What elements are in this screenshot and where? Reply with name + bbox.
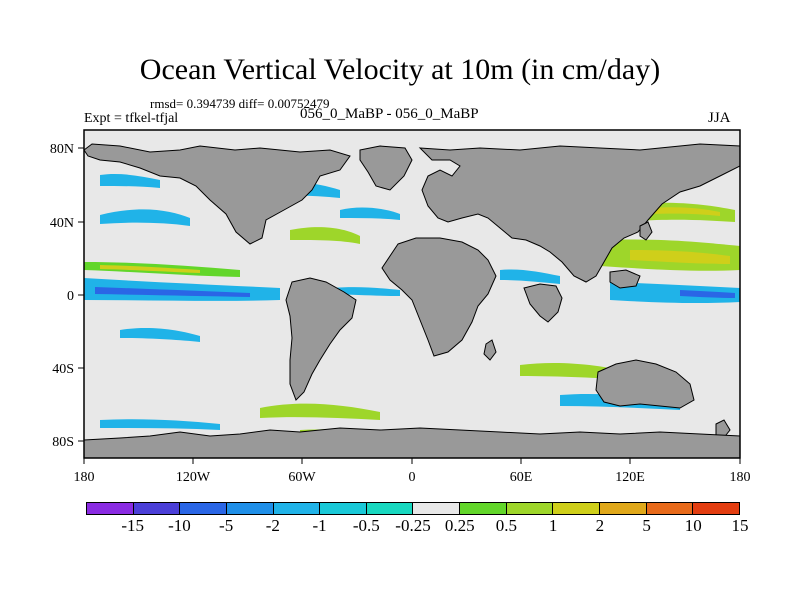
western-pacific-core <box>680 290 735 298</box>
colorbar-box <box>600 503 647 514</box>
arctic-upwelling <box>100 173 160 188</box>
colorbar-box <box>366 503 414 514</box>
north-pacific-downwelling-core <box>650 207 720 216</box>
colorbar-box <box>320 503 367 514</box>
colorbar-label: 15 <box>731 516 749 535</box>
japan <box>639 221 653 241</box>
colorbar-label: 10 <box>684 516 702 535</box>
eurasia <box>418 143 741 283</box>
colorbar-label: 1 <box>548 516 558 535</box>
arabian-sea-upwelling <box>500 269 560 284</box>
x-tick-label: 180 <box>730 470 751 485</box>
colorbar-label: -0.25 <box>395 516 431 535</box>
x-tick-label: 0 <box>409 470 416 485</box>
colorbar-label: -5 <box>219 516 234 535</box>
india-southeast-asia <box>523 283 563 323</box>
western-pacific-upwelling <box>610 282 740 304</box>
north-atlantic-upwelling <box>340 207 400 220</box>
colorbar-label: 0.5 <box>495 516 518 535</box>
colorbar-label: -2 <box>265 516 280 535</box>
africa <box>381 237 497 357</box>
greenland <box>359 145 413 191</box>
colorbar-box <box>413 503 461 514</box>
experiment-label: Expt = tfkel-tfjal <box>84 111 179 126</box>
antarctica <box>83 427 741 459</box>
colorbar-box <box>460 503 507 514</box>
y-tick-label: 80S <box>52 435 74 450</box>
colorbar-box <box>180 503 227 514</box>
australia <box>595 359 695 409</box>
colorbar-label: 0.25 <box>444 516 475 535</box>
south-america <box>285 277 357 401</box>
north-pacific-upwelling <box>100 209 190 226</box>
colorbar-box <box>693 503 739 514</box>
colorbar-box <box>553 503 601 514</box>
colorbar-box <box>87 503 134 514</box>
y-tick-label: 0 <box>67 289 74 304</box>
y-tick-label: 80N <box>50 142 74 157</box>
colorbar-label: -15 <box>121 516 145 535</box>
southern-pacific-upwelling <box>120 327 200 342</box>
colorbar-label: 2 <box>595 516 605 535</box>
equatorial-pacific-downwelling-core <box>100 265 200 273</box>
colorbar-box <box>133 503 181 514</box>
rmsd-diff-stats: rmsd= 0.394739 diff= 0.00752479 <box>150 96 330 111</box>
colorbar <box>86 502 740 515</box>
southern-ocean-downwelling <box>260 403 380 420</box>
antarctic-margin-upwelling <box>100 419 220 430</box>
west-pacific-downwelling-core <box>630 250 730 264</box>
x-axis-labels: 180 120W 60W 0 60E 120E 180 <box>74 470 751 485</box>
colorbar-label: -10 <box>168 516 191 535</box>
y-tick-label: 40S <box>52 362 74 377</box>
axis-ticks <box>78 147 741 464</box>
colorbar-label: -1 <box>312 516 327 535</box>
continents <box>83 143 741 459</box>
y-tick-label: 40N <box>50 216 74 231</box>
season-label: JJA <box>708 110 731 126</box>
x-tick-label: 60W <box>288 470 316 485</box>
colorbar-label: -0.5 <box>352 516 380 535</box>
colorbar-box <box>506 503 554 514</box>
map-title: Ocean Vertical Velocity at 10m (in cm/da… <box>139 53 661 86</box>
equatorial-pacific-core <box>95 287 250 297</box>
colorbar-box <box>646 503 694 514</box>
north-america <box>83 143 351 245</box>
x-tick-label: 60E <box>510 470 533 485</box>
colorbar-label: 5 <box>642 516 651 535</box>
y-axis-labels: 80N 40N 0 40S 80S <box>50 142 74 450</box>
colorbar-box <box>226 503 274 514</box>
case-subtitle: 056_0_MaBP - 056_0_MaBP <box>300 106 479 122</box>
madagascar <box>483 339 497 361</box>
maritime-continent <box>609 269 641 289</box>
x-tick-label: 120W <box>176 470 211 485</box>
x-tick-label: 180 <box>74 470 95 485</box>
x-tick-label: 120E <box>615 470 645 485</box>
north-atlantic-downwelling <box>290 227 360 244</box>
colorbar-box <box>273 503 321 514</box>
